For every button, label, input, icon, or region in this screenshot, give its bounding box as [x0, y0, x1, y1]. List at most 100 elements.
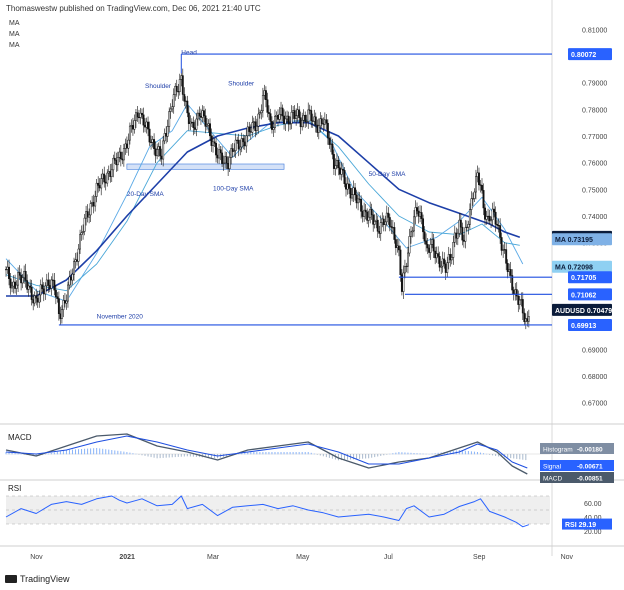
macd-histogram-bar	[90, 448, 92, 455]
candle-body	[88, 214, 91, 218]
candle-body	[277, 115, 279, 120]
candle-body	[512, 289, 515, 295]
candle-body	[298, 109, 301, 118]
candle-body	[388, 217, 391, 227]
candle-body	[326, 122, 329, 139]
candle-body	[320, 118, 323, 124]
candle-body	[41, 284, 44, 290]
candle-body	[30, 287, 33, 300]
macd-histogram-bar	[256, 452, 258, 455]
macd-histogram-bar	[410, 452, 412, 455]
candle-body	[514, 289, 517, 295]
candle-body	[80, 232, 83, 235]
macd-histogram-bar	[183, 454, 185, 457]
macd-histogram-bar	[495, 454, 497, 456]
candle-body	[396, 245, 399, 248]
macd-histogram-bar	[359, 454, 361, 459]
candle-body	[438, 256, 441, 268]
macd-histogram-bar	[165, 454, 167, 458]
candle-body	[187, 112, 190, 124]
candle-body	[203, 110, 205, 117]
candle-body	[230, 148, 233, 158]
candle-body	[251, 122, 254, 133]
candle-body	[352, 187, 355, 195]
macd-histogram-bar	[159, 454, 161, 459]
macd-histogram-bar	[238, 453, 240, 455]
macd-histogram-bar	[268, 452, 270, 455]
candle-body	[233, 150, 236, 152]
candle-body	[304, 114, 307, 122]
ma-legend-3[interactable]: MA	[9, 42, 20, 49]
macd-histogram-bar	[356, 454, 358, 460]
candle-body	[408, 236, 411, 254]
macd-histogram-bar	[286, 452, 288, 455]
candle-body	[107, 171, 110, 174]
macd-histogram-bar	[389, 453, 391, 455]
candle-body	[434, 250, 437, 259]
candle-body	[369, 208, 372, 218]
candle-body	[27, 285, 30, 290]
candle-body	[242, 138, 245, 143]
candle-body	[308, 109, 311, 111]
candle-body	[331, 143, 334, 155]
macd-histogram-bar	[325, 454, 327, 458]
candle-body	[35, 295, 38, 299]
macd-badge-value: -0.00851	[577, 476, 603, 483]
time-tick-label: Jul	[384, 554, 393, 561]
candle-body	[68, 276, 71, 286]
candle-body	[168, 111, 171, 127]
price-badge	[568, 288, 612, 301]
price-tick-label: 0.76000	[582, 161, 607, 168]
macd-histogram-bar	[416, 453, 418, 455]
macd-histogram-bar	[71, 449, 73, 455]
candle-body	[476, 172, 479, 177]
macd-histogram-bar	[211, 454, 213, 458]
candle-body	[95, 182, 98, 197]
macd-histogram-bar	[371, 454, 373, 458]
ma-legend-1[interactable]: MA	[9, 20, 20, 27]
macd-histogram-bar	[365, 454, 367, 459]
macd-histogram-bar	[464, 450, 466, 455]
ma-legend-2[interactable]: MA	[9, 31, 20, 38]
candle-body	[110, 169, 113, 177]
candle-body	[17, 272, 20, 286]
candle-body	[92, 201, 95, 207]
candle-body	[89, 203, 92, 216]
candle-body	[216, 154, 219, 159]
macd-histogram-bar	[368, 454, 370, 459]
candle-body	[437, 253, 440, 257]
macd-histogram-bar	[510, 454, 512, 459]
price-tick-label: 0.75000	[582, 187, 607, 194]
candle-body	[296, 109, 299, 116]
candle-body	[485, 216, 488, 220]
candle-body	[257, 113, 260, 127]
macd-line	[5, 433, 528, 475]
macd-histogram-bar	[207, 454, 209, 458]
chart-annotation: 50-Day SMA	[369, 171, 407, 178]
macd-histogram-bar	[473, 451, 475, 455]
macd-histogram-bar	[383, 454, 385, 456]
candle-body	[402, 272, 405, 292]
candle-body	[314, 116, 317, 126]
candle-body	[521, 299, 524, 314]
candle-body	[243, 141, 246, 147]
candle-body	[180, 75, 183, 80]
macd-histogram-bar	[301, 452, 303, 455]
candle-body	[204, 115, 207, 127]
candle-body	[363, 209, 366, 217]
candle-body	[249, 131, 252, 133]
candle-body	[231, 148, 234, 152]
candle-body	[36, 297, 39, 303]
chart-annotation: Shoulder	[145, 83, 172, 90]
macd-histogram-bar	[35, 454, 37, 457]
candle-body	[403, 266, 406, 274]
candle-body	[51, 279, 54, 281]
candle-body	[186, 100, 189, 114]
candle-body	[210, 135, 213, 146]
candle-body	[375, 219, 378, 222]
candle-body	[413, 216, 415, 232]
candle-body	[467, 224, 470, 228]
candle-body	[12, 281, 15, 287]
candle-body	[71, 274, 74, 281]
